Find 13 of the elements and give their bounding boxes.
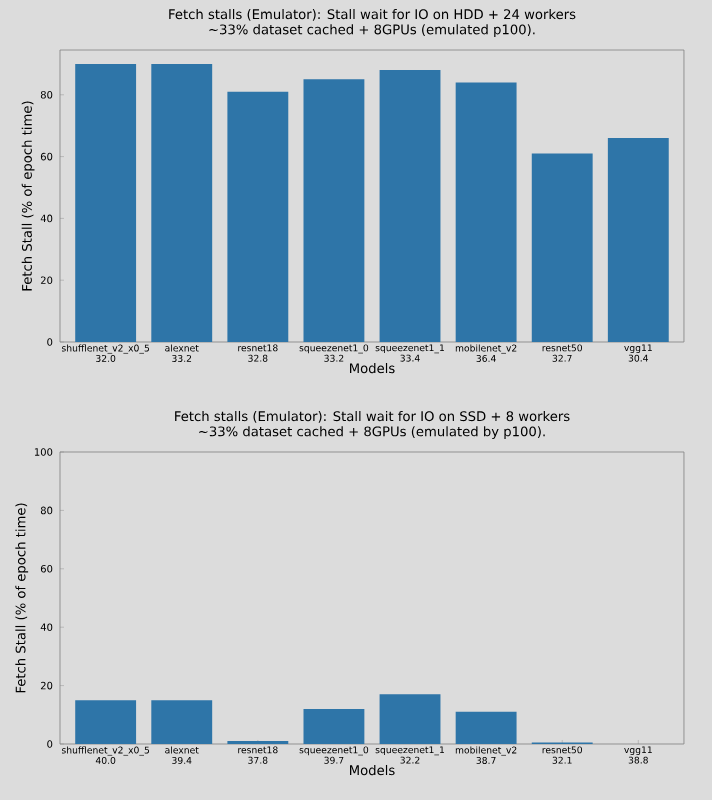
- bar: [303, 79, 365, 342]
- bar: [455, 82, 517, 342]
- bar: [455, 711, 517, 744]
- bar: [379, 694, 441, 744]
- bar: [303, 708, 365, 744]
- bar: [75, 700, 137, 744]
- bar: [531, 153, 593, 342]
- bar: [607, 138, 669, 342]
- bar: [379, 70, 441, 342]
- bar: [75, 63, 137, 342]
- bar: [151, 63, 213, 342]
- bar: [227, 91, 289, 342]
- bar: [151, 700, 213, 744]
